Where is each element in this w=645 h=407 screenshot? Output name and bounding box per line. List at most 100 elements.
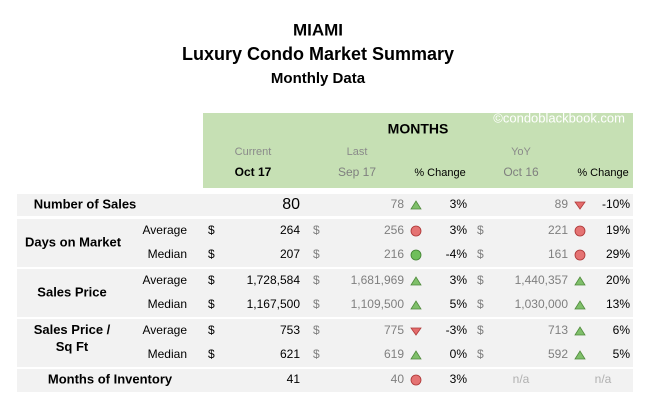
unit: $ xyxy=(208,273,215,287)
unit: $ xyxy=(477,273,484,287)
unit: $ xyxy=(208,347,215,361)
column-caption: Last xyxy=(347,146,368,158)
group-label: Days on Market xyxy=(25,234,122,249)
column-header: Sep 17 xyxy=(338,165,376,179)
last-change: 0% xyxy=(450,347,468,361)
unit: $ xyxy=(477,347,484,361)
icon-red xyxy=(574,225,586,237)
current-value: 207 xyxy=(280,247,300,261)
current-value: 80 xyxy=(282,196,300,213)
row-band xyxy=(17,319,633,367)
unit: $ xyxy=(313,273,320,287)
subtitle: Luxury Condo Market Summary xyxy=(182,44,454,64)
icon-up xyxy=(410,276,422,286)
icon-green xyxy=(410,249,422,261)
column-header: Oct 17 xyxy=(235,165,272,179)
icon-red xyxy=(410,225,422,237)
band-title: MONTHS xyxy=(388,121,449,137)
unit: $ xyxy=(477,223,484,237)
icon-up xyxy=(574,350,586,360)
last-change: 3% xyxy=(450,197,468,211)
yoy-value: 1,440,357 xyxy=(515,273,569,287)
icon-red xyxy=(574,249,586,261)
icon-red xyxy=(410,374,422,386)
yoy-value: 221 xyxy=(548,223,568,237)
unit: $ xyxy=(208,247,215,261)
last-value: 216 xyxy=(384,247,404,261)
column-caption: Current xyxy=(235,146,272,158)
icon-up xyxy=(574,300,586,310)
column-header: % Change xyxy=(577,167,628,179)
icon-up xyxy=(410,200,422,210)
icon-down xyxy=(410,327,422,336)
last-change: -3% xyxy=(446,323,468,337)
current-value: 264 xyxy=(280,223,300,237)
yoy-value: 592 xyxy=(548,347,568,361)
last-value: 619 xyxy=(384,347,404,361)
yoy-value: 713 xyxy=(548,323,568,337)
yoy-change: 19% xyxy=(606,223,630,237)
last-value: 1,681,969 xyxy=(351,273,405,287)
last-change: 3% xyxy=(450,223,468,237)
last-value: 40 xyxy=(391,372,405,386)
column-caption: YoY xyxy=(511,146,531,158)
unit: $ xyxy=(208,223,215,237)
last-value: 78 xyxy=(391,197,405,211)
icon-down xyxy=(574,201,586,210)
group-label: Sq Ft xyxy=(56,339,89,354)
column-header: Oct 16 xyxy=(503,165,539,179)
row-band xyxy=(17,194,633,216)
unit: $ xyxy=(313,223,320,237)
header-band xyxy=(203,113,633,188)
unit: $ xyxy=(208,323,215,337)
last-change: 5% xyxy=(450,297,468,311)
row-label: Average xyxy=(143,323,188,337)
current-value: 41 xyxy=(287,372,301,386)
column-header: % Change xyxy=(414,167,465,179)
icon-up xyxy=(410,300,422,310)
group-label: Sales Price / xyxy=(34,322,111,337)
last-change: 3% xyxy=(450,273,468,287)
row-band xyxy=(17,369,633,392)
current-value: 753 xyxy=(280,323,300,337)
group-label: Months of Inventory xyxy=(48,371,173,386)
last-change: 3% xyxy=(450,372,468,386)
yoy-change: n/a xyxy=(595,372,612,386)
row-band xyxy=(17,269,633,317)
row-label: Median xyxy=(148,347,187,361)
icon-up xyxy=(574,326,586,336)
unit: $ xyxy=(477,297,484,311)
current-value: 1,167,500 xyxy=(247,297,301,311)
yoy-change: 29% xyxy=(606,247,630,261)
icon-up xyxy=(574,276,586,286)
unit: $ xyxy=(313,323,320,337)
row-label: Median xyxy=(148,247,187,261)
last-value: 256 xyxy=(384,223,404,237)
unit: $ xyxy=(208,297,215,311)
current-value: 621 xyxy=(280,347,300,361)
row-label: Average xyxy=(143,223,188,237)
yoy-value: n/a xyxy=(513,372,530,386)
yoy-change: 6% xyxy=(613,323,631,337)
yoy-change: 20% xyxy=(606,273,630,287)
unit: $ xyxy=(313,247,320,261)
last-value: 1,109,500 xyxy=(351,297,405,311)
watermark: ©condoblackbook.com xyxy=(493,110,625,125)
last-change: -4% xyxy=(446,247,468,261)
row-band xyxy=(17,219,633,267)
row-label: Median xyxy=(148,297,187,311)
yoy-change: -10% xyxy=(602,197,630,211)
title: MIAMI xyxy=(293,20,343,39)
row-label: Average xyxy=(143,273,188,287)
yoy-change: 13% xyxy=(606,297,630,311)
yoy-value: 161 xyxy=(548,247,568,261)
yoy-value: 1,030,000 xyxy=(515,297,569,311)
yoy-change: 5% xyxy=(613,347,631,361)
unit: $ xyxy=(313,297,320,311)
current-value: 1,728,584 xyxy=(247,273,301,287)
yoy-value: 89 xyxy=(555,197,569,211)
icon-up xyxy=(410,350,422,360)
group-label: Sales Price xyxy=(37,284,106,299)
unit: $ xyxy=(313,347,320,361)
unit: $ xyxy=(477,323,484,337)
